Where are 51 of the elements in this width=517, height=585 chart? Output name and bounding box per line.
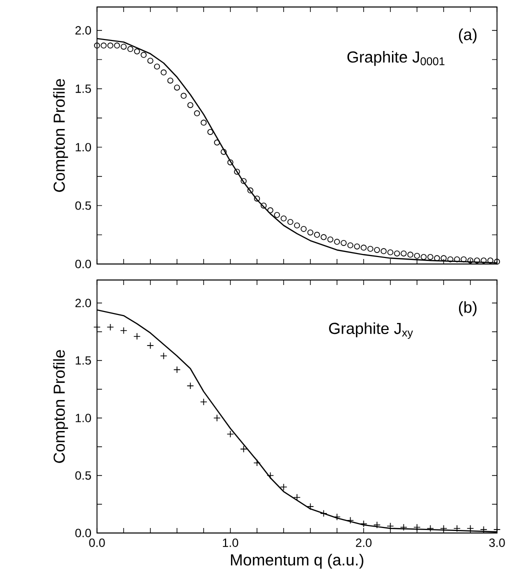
point xyxy=(253,459,261,466)
annotation: (b) xyxy=(458,301,476,316)
x-tick-label: 3.0 xyxy=(489,538,505,547)
point xyxy=(440,524,448,532)
point xyxy=(333,513,341,520)
y-tick-label: 1.0 xyxy=(76,414,92,422)
point xyxy=(360,520,368,528)
point xyxy=(306,502,314,510)
point xyxy=(386,522,394,530)
y-tick-label: 1.0 xyxy=(76,142,92,152)
y-axis-title: Compton Profile xyxy=(53,350,68,463)
y-tick-label: 1.5 xyxy=(76,356,91,365)
point xyxy=(120,327,128,334)
point xyxy=(400,524,408,531)
y-axis-title: Compton Profile xyxy=(53,79,68,192)
point xyxy=(160,352,168,360)
point xyxy=(293,494,301,501)
y-tick-label: 0.0 xyxy=(75,260,92,268)
y-tick-label: 1.5 xyxy=(76,84,91,93)
point xyxy=(280,483,288,491)
y-tick-label: 0.5 xyxy=(75,201,91,210)
point xyxy=(466,524,474,532)
y-tick-label: 2.0 xyxy=(75,298,92,308)
annotation: Graphite J$_{0001}$ xyxy=(347,50,444,66)
point xyxy=(93,324,101,331)
x-tick-label: 1.0 xyxy=(222,538,238,547)
point xyxy=(266,472,274,480)
point xyxy=(426,524,434,532)
point xyxy=(186,382,194,390)
point xyxy=(320,510,328,518)
point xyxy=(346,516,354,524)
annotation: Graphite J$_{xy}$ xyxy=(329,322,413,339)
x-axis-title: Momentum q (a.u.) xyxy=(230,554,364,569)
x-tick-label: 2.0 xyxy=(356,538,372,547)
point xyxy=(146,342,154,350)
point xyxy=(453,524,461,532)
point xyxy=(413,524,421,531)
y-tick-label: 0.0 xyxy=(75,528,92,538)
annotation: (a) xyxy=(458,28,476,44)
y-tick-label: 0.5 xyxy=(75,471,91,480)
point xyxy=(213,414,221,422)
point xyxy=(200,398,208,406)
point xyxy=(106,324,114,331)
y-tick-label: 2.0 xyxy=(75,26,92,35)
point xyxy=(240,445,248,453)
x-tick-label: 0.0 xyxy=(89,538,105,547)
point xyxy=(373,521,381,529)
point xyxy=(226,430,234,438)
point xyxy=(480,526,488,534)
point xyxy=(173,366,181,374)
point xyxy=(133,332,141,340)
